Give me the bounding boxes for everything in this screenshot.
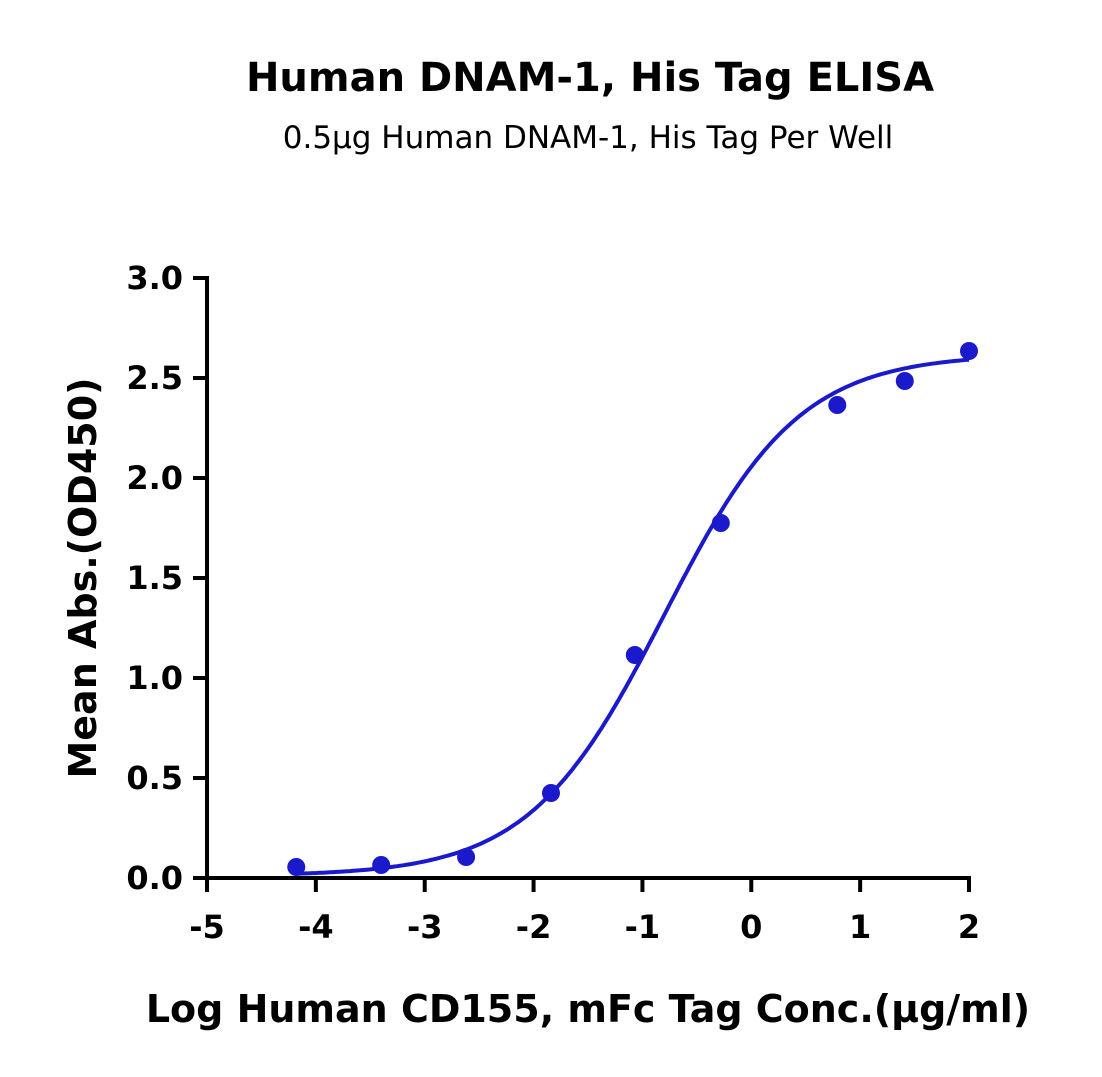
data-point bbox=[960, 342, 978, 360]
data-point bbox=[372, 856, 391, 874]
data-point bbox=[541, 784, 560, 802]
x-tick-label: -4 bbox=[298, 908, 334, 946]
fit-curve bbox=[296, 357, 970, 876]
x-tick-label: 2 bbox=[958, 908, 980, 946]
x-tick-label: -3 bbox=[407, 908, 443, 946]
x-tick-label: -1 bbox=[625, 908, 661, 946]
x-tick-label: -2 bbox=[516, 908, 552, 946]
chart-title: Human DNAM-1, His Tag ELISA bbox=[245, 55, 935, 101]
y-tick-label: 0.5 bbox=[126, 759, 183, 797]
chart-subtitle: 0.5μg Human DNAM-1, His Tag Per Well bbox=[282, 120, 894, 156]
y-tick-label: 1.5 bbox=[126, 559, 183, 597]
data-point bbox=[711, 514, 730, 532]
data-point bbox=[625, 646, 644, 664]
data-point bbox=[895, 372, 914, 390]
y-tick-label: 0.0 bbox=[126, 859, 183, 897]
x-axis-label: Log Human CD155, mFc Tag Conc.(μg/ml) bbox=[146, 987, 1030, 1031]
x-tick-label: -5 bbox=[189, 908, 225, 946]
x-tick-label: 1 bbox=[849, 908, 871, 946]
y-tick-label: 2.0 bbox=[126, 459, 183, 497]
y-tick-label: 1.0 bbox=[126, 659, 183, 697]
y-tick-label: 2.5 bbox=[126, 359, 183, 397]
x-tick-label: 0 bbox=[740, 908, 762, 946]
data-point bbox=[828, 396, 847, 414]
y-tick-label: 3.0 bbox=[126, 259, 183, 297]
y-axis-label: Mean Abs.(OD450) bbox=[61, 377, 105, 778]
data-point bbox=[287, 858, 306, 876]
data-point bbox=[457, 848, 476, 866]
